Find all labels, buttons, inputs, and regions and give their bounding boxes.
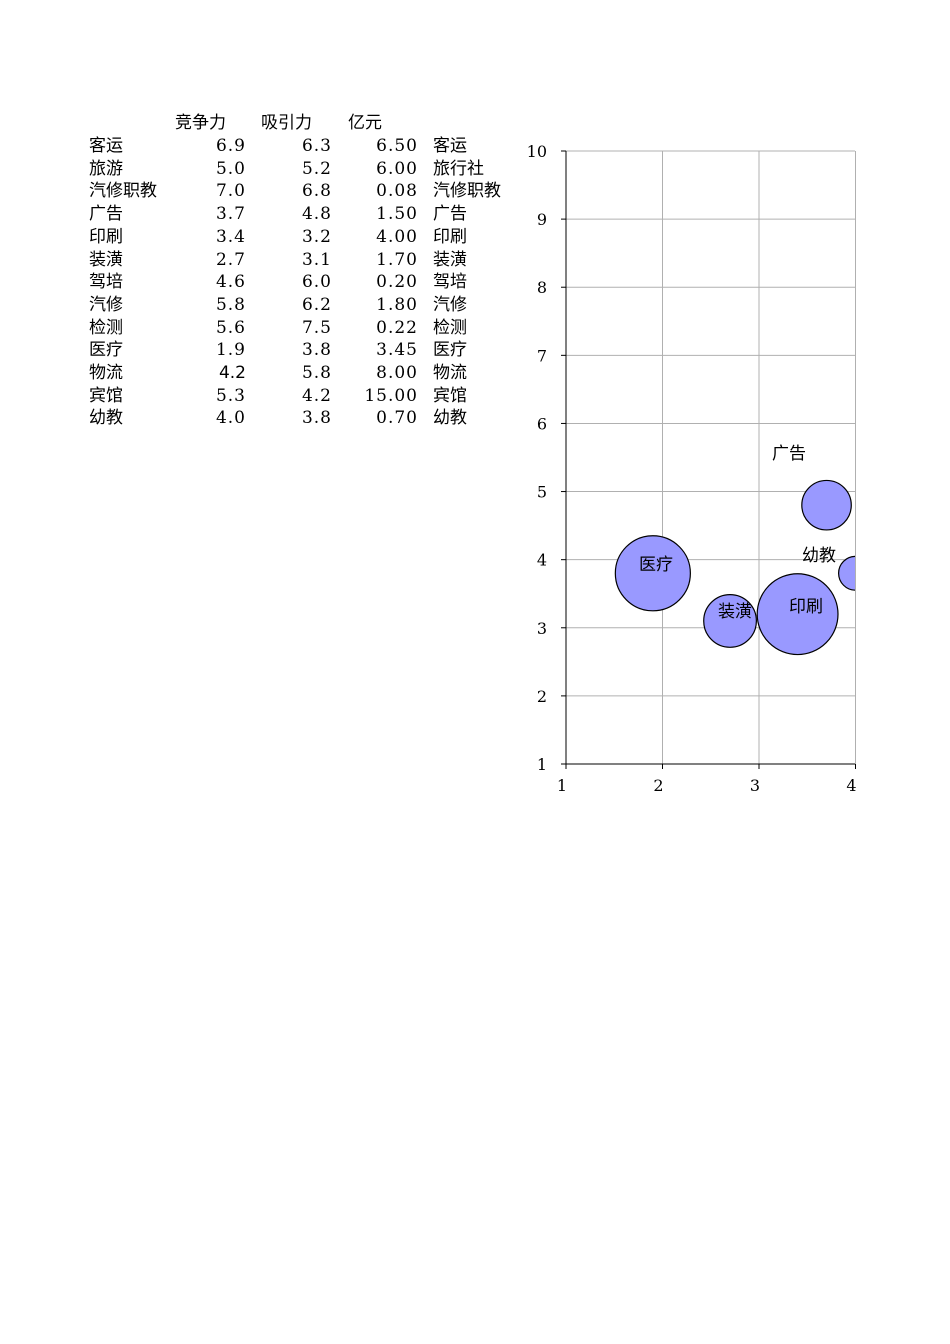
row-value: 8.00 xyxy=(376,363,418,383)
row-competitiveness: 4.6 xyxy=(215,272,246,292)
row-competitiveness: 5.8 xyxy=(215,295,246,315)
row-value: 1.50 xyxy=(376,204,418,224)
y-tick-label: 8 xyxy=(537,278,547,297)
row-attractiveness: 4.8 xyxy=(301,204,332,224)
row-competitiveness: 2.7 xyxy=(215,250,246,270)
row-label: 印刷 xyxy=(433,227,467,247)
row-attractiveness: 3.8 xyxy=(301,340,332,360)
row-value: 0.70 xyxy=(376,408,418,428)
bubble xyxy=(801,479,852,531)
row-competitiveness: 3.4 xyxy=(215,227,246,247)
bubble-label: 广告 xyxy=(772,444,806,464)
bubble-label: 装潢 xyxy=(718,602,752,622)
row-label: 检测 xyxy=(433,318,467,338)
row-competitiveness: 1.9 xyxy=(215,340,246,360)
y-tick-label: 10 xyxy=(527,142,547,161)
row-name: 广告 xyxy=(89,204,123,224)
row-label: 物流 xyxy=(433,363,467,383)
row-label: 客运 xyxy=(433,136,467,156)
row-value: 6.00 xyxy=(376,159,418,179)
row-value: 15.00 xyxy=(364,386,418,406)
row-value: 3.45 xyxy=(376,340,418,360)
row-name: 汽修 xyxy=(89,295,123,315)
x-tick-label: 3 xyxy=(750,776,760,795)
bubble-label: 幼教 xyxy=(802,546,836,566)
row-attractiveness: 3.1 xyxy=(301,250,332,270)
row-attractiveness: 6.3 xyxy=(301,136,332,156)
row-name: 装潢 xyxy=(89,250,123,270)
y-tick-label: 2 xyxy=(537,687,547,706)
row-attractiveness: 3.8 xyxy=(301,408,332,428)
row-name: 汽修职教 xyxy=(89,181,157,201)
row-competitiveness: 3.7 xyxy=(215,204,246,224)
y-tick-label: 7 xyxy=(537,346,547,365)
row-label: 宾馆 xyxy=(433,386,467,406)
y-tick-label: 9 xyxy=(537,210,547,229)
bubble-partial xyxy=(856,380,950,494)
y-tick-label: 3 xyxy=(537,619,547,638)
row-competitiveness: 5.0 xyxy=(215,159,246,179)
row-label: 汽修职教 xyxy=(433,181,501,201)
row-name: 旅游 xyxy=(89,159,123,179)
row-competitiveness: 7.0 xyxy=(215,181,246,201)
row-value: 1.70 xyxy=(376,250,418,270)
row-attractiveness: 5.2 xyxy=(301,159,332,179)
row-name: 检测 xyxy=(89,318,123,338)
row-name: 医疗 xyxy=(89,340,123,360)
bubble xyxy=(838,555,855,591)
y-tick-label: 1 xyxy=(537,755,547,774)
x-tick-label: 2 xyxy=(653,776,663,795)
row-value: 0.08 xyxy=(376,181,418,201)
y-tick-label: 5 xyxy=(537,483,547,502)
row-competitiveness: 4.0 xyxy=(215,408,246,428)
row-label: 汽修 xyxy=(433,295,467,315)
row-attractiveness: 5.8 xyxy=(301,363,332,383)
row-attractiveness: 7.5 xyxy=(301,318,332,338)
row-label: 旅行社 xyxy=(433,159,484,179)
row-competitiveness: 5.3 xyxy=(215,386,246,406)
row-attractiveness: 6.2 xyxy=(301,295,332,315)
header-competitiveness: 竞争力 xyxy=(175,113,226,133)
bubble xyxy=(703,594,757,648)
bubble xyxy=(614,535,691,612)
y-tick-label: 6 xyxy=(537,414,547,433)
row-name: 幼教 xyxy=(89,408,123,428)
row-name: 客运 xyxy=(89,136,123,156)
row-label: 医疗 xyxy=(433,340,467,360)
row-value: 0.20 xyxy=(376,272,418,292)
bubble-label: 医疗 xyxy=(639,555,673,575)
row-name: 印刷 xyxy=(89,227,123,247)
row-value: 4.00 xyxy=(376,227,418,247)
bubble xyxy=(756,573,839,656)
row-value: 6.50 xyxy=(376,136,418,156)
row-competitiveness: 6.9 xyxy=(215,136,246,156)
row-name: 驾培 xyxy=(89,272,123,292)
row-label: 幼教 xyxy=(433,408,467,428)
row-label: 装潢 xyxy=(433,250,467,270)
bubble-label: 印刷 xyxy=(789,597,823,617)
row-attractiveness: 3.2 xyxy=(301,227,332,247)
header-value: 亿元 xyxy=(348,113,382,133)
row-competitiveness: 5.6 xyxy=(215,318,246,338)
x-tick-label: 4 xyxy=(846,776,856,795)
row-name: 宾馆 xyxy=(89,386,123,406)
row-competitiveness: 4.2 xyxy=(218,363,246,383)
row-name: 物流 xyxy=(89,363,123,383)
row-value: 0.22 xyxy=(376,318,418,338)
bubble-layer xyxy=(614,380,950,656)
row-attractiveness: 4.2 xyxy=(301,386,332,406)
x-tick-label: 1 xyxy=(557,776,567,795)
row-label: 广告 xyxy=(433,204,467,224)
row-label: 驾培 xyxy=(433,272,467,292)
row-value: 1.80 xyxy=(376,295,418,315)
row-attractiveness: 6.8 xyxy=(301,181,332,201)
header-attractiveness: 吸引力 xyxy=(261,113,312,133)
y-tick-label: 4 xyxy=(537,551,547,570)
row-attractiveness: 6.0 xyxy=(301,272,332,292)
